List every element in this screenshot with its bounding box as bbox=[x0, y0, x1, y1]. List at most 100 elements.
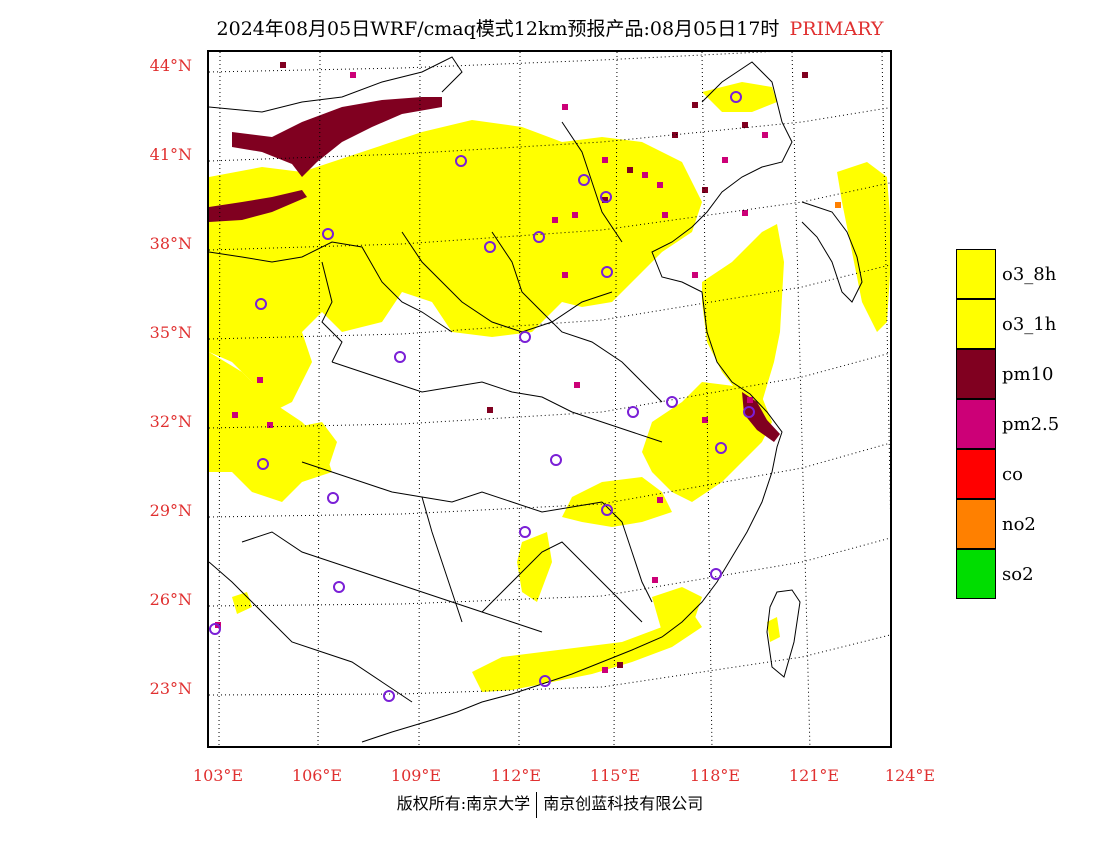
pollutant-cell bbox=[602, 667, 608, 673]
legend-swatch-o3-1h bbox=[956, 299, 996, 349]
station-marker bbox=[550, 454, 562, 466]
latitude-line bbox=[209, 442, 890, 518]
pollutant-layer bbox=[209, 62, 890, 692]
map-frame[interactable] bbox=[207, 50, 892, 748]
lat-label-26: 26°N bbox=[149, 590, 192, 609]
lat-label-38: 38°N bbox=[149, 234, 192, 253]
map-title: 2024年08月05日WRF/cmaq模式12km预报产品:08月05日17时 P… bbox=[0, 14, 1100, 41]
latitude-line bbox=[209, 634, 890, 696]
graticule-layer bbox=[209, 52, 890, 746]
legend-item-no2: no2 bbox=[956, 499, 1096, 549]
o3-region bbox=[652, 587, 702, 632]
station-marker bbox=[209, 623, 221, 635]
legend-item-so2: so2 bbox=[956, 549, 1096, 599]
legend-swatch-o3-8h bbox=[956, 249, 996, 299]
legend-swatch-no2 bbox=[956, 499, 996, 549]
lon-label-124: 124°E bbox=[884, 766, 936, 785]
legend: o3_8h o3_1h pm10 pm2.5 co no2 so2 bbox=[956, 249, 1096, 599]
legend-item-o3-8h: o3_8h bbox=[956, 249, 1096, 299]
footer-company: 南京创蓝科技有限公司 bbox=[543, 794, 704, 813]
pollutant-cell bbox=[627, 167, 633, 173]
pollutant-cell bbox=[702, 417, 708, 423]
o3-region bbox=[472, 612, 702, 692]
province-border bbox=[601, 501, 653, 603]
lon-label-103: 103°E bbox=[192, 766, 244, 785]
copyright-footer: 版权所有:南京大学 南京创蓝科技有限公司 bbox=[0, 790, 1100, 818]
province-border bbox=[331, 361, 663, 443]
lat-label-44: 44°N bbox=[149, 56, 192, 75]
pollutant-cell bbox=[562, 104, 568, 110]
latitude-line bbox=[209, 352, 890, 429]
pollutant-cell bbox=[722, 157, 728, 163]
pollutant-cell bbox=[257, 377, 263, 383]
legend-swatch-so2 bbox=[956, 549, 996, 599]
pollutant-cell bbox=[602, 157, 608, 163]
title-primary-tag: PRIMARY bbox=[789, 18, 884, 40]
station-marker bbox=[455, 155, 467, 167]
longitude-line bbox=[317, 52, 321, 746]
footer-separator bbox=[536, 791, 538, 818]
longitude-line bbox=[701, 52, 713, 746]
station-marker bbox=[666, 396, 678, 408]
province-border bbox=[241, 531, 543, 633]
legend-item-o3-1h: o3_1h bbox=[956, 299, 1096, 349]
pollutant-cell bbox=[835, 202, 841, 208]
pollutant-cell bbox=[742, 210, 748, 216]
station-marker bbox=[519, 331, 531, 343]
pollutant-cell bbox=[572, 212, 578, 218]
lat-label-41: 41°N bbox=[149, 145, 192, 164]
latitude-line bbox=[209, 537, 890, 607]
pollutant-cell bbox=[232, 412, 238, 418]
province-border bbox=[491, 231, 663, 403]
lat-label-35: 35°N bbox=[149, 323, 192, 342]
pollutant-cell bbox=[742, 122, 748, 128]
province-border bbox=[209, 241, 453, 333]
pollutant-cell bbox=[562, 272, 568, 278]
longitude-line bbox=[613, 52, 618, 746]
lon-label-106: 106°E bbox=[291, 766, 343, 785]
longitude-line bbox=[418, 52, 421, 746]
station-marker bbox=[730, 91, 742, 103]
legend-label-so2: so2 bbox=[1002, 564, 1034, 585]
province-border bbox=[481, 541, 643, 623]
legend-item-co: co bbox=[956, 449, 1096, 499]
o3-region bbox=[232, 592, 252, 614]
pollutant-cell bbox=[617, 662, 623, 668]
station-marker bbox=[255, 298, 267, 310]
legend-item-pm25: pm2.5 bbox=[956, 399, 1096, 449]
station-marker bbox=[327, 492, 339, 504]
province-border bbox=[561, 121, 623, 243]
latitude-line bbox=[209, 107, 890, 162]
lon-label-109: 109°E bbox=[390, 766, 442, 785]
legend-label-co: co bbox=[1002, 464, 1023, 485]
longitude-line bbox=[218, 52, 221, 746]
o3-region bbox=[517, 532, 552, 602]
pollutant-cell bbox=[267, 422, 273, 428]
station-marker bbox=[600, 191, 612, 203]
station-marker bbox=[257, 458, 269, 470]
pollutant-cell bbox=[662, 212, 668, 218]
province-border bbox=[321, 261, 343, 363]
lon-label-112: 112°E bbox=[490, 766, 542, 785]
station-marker bbox=[333, 581, 345, 593]
pollutant-cell bbox=[552, 217, 558, 223]
legend-swatch-pm10 bbox=[956, 349, 996, 399]
pollutant-cell bbox=[657, 182, 663, 188]
province-border bbox=[421, 496, 463, 623]
o3-region bbox=[642, 382, 772, 502]
pollutant-cell bbox=[350, 72, 356, 78]
station-marker bbox=[394, 351, 406, 363]
latitude-line bbox=[209, 264, 890, 340]
o3-region bbox=[702, 224, 784, 402]
longitude-line bbox=[881, 52, 890, 513]
pm10-region bbox=[742, 392, 780, 442]
legend-label-pm25: pm2.5 bbox=[1002, 414, 1060, 435]
station-marker bbox=[710, 568, 722, 580]
station-marker bbox=[519, 526, 531, 538]
longitude-line bbox=[518, 52, 521, 746]
legend-item-pm10: pm10 bbox=[956, 349, 1096, 399]
legend-swatch-pm25 bbox=[956, 399, 996, 449]
o3-region bbox=[837, 162, 890, 332]
o3-region bbox=[209, 120, 702, 412]
pollutant-cell bbox=[574, 382, 580, 388]
